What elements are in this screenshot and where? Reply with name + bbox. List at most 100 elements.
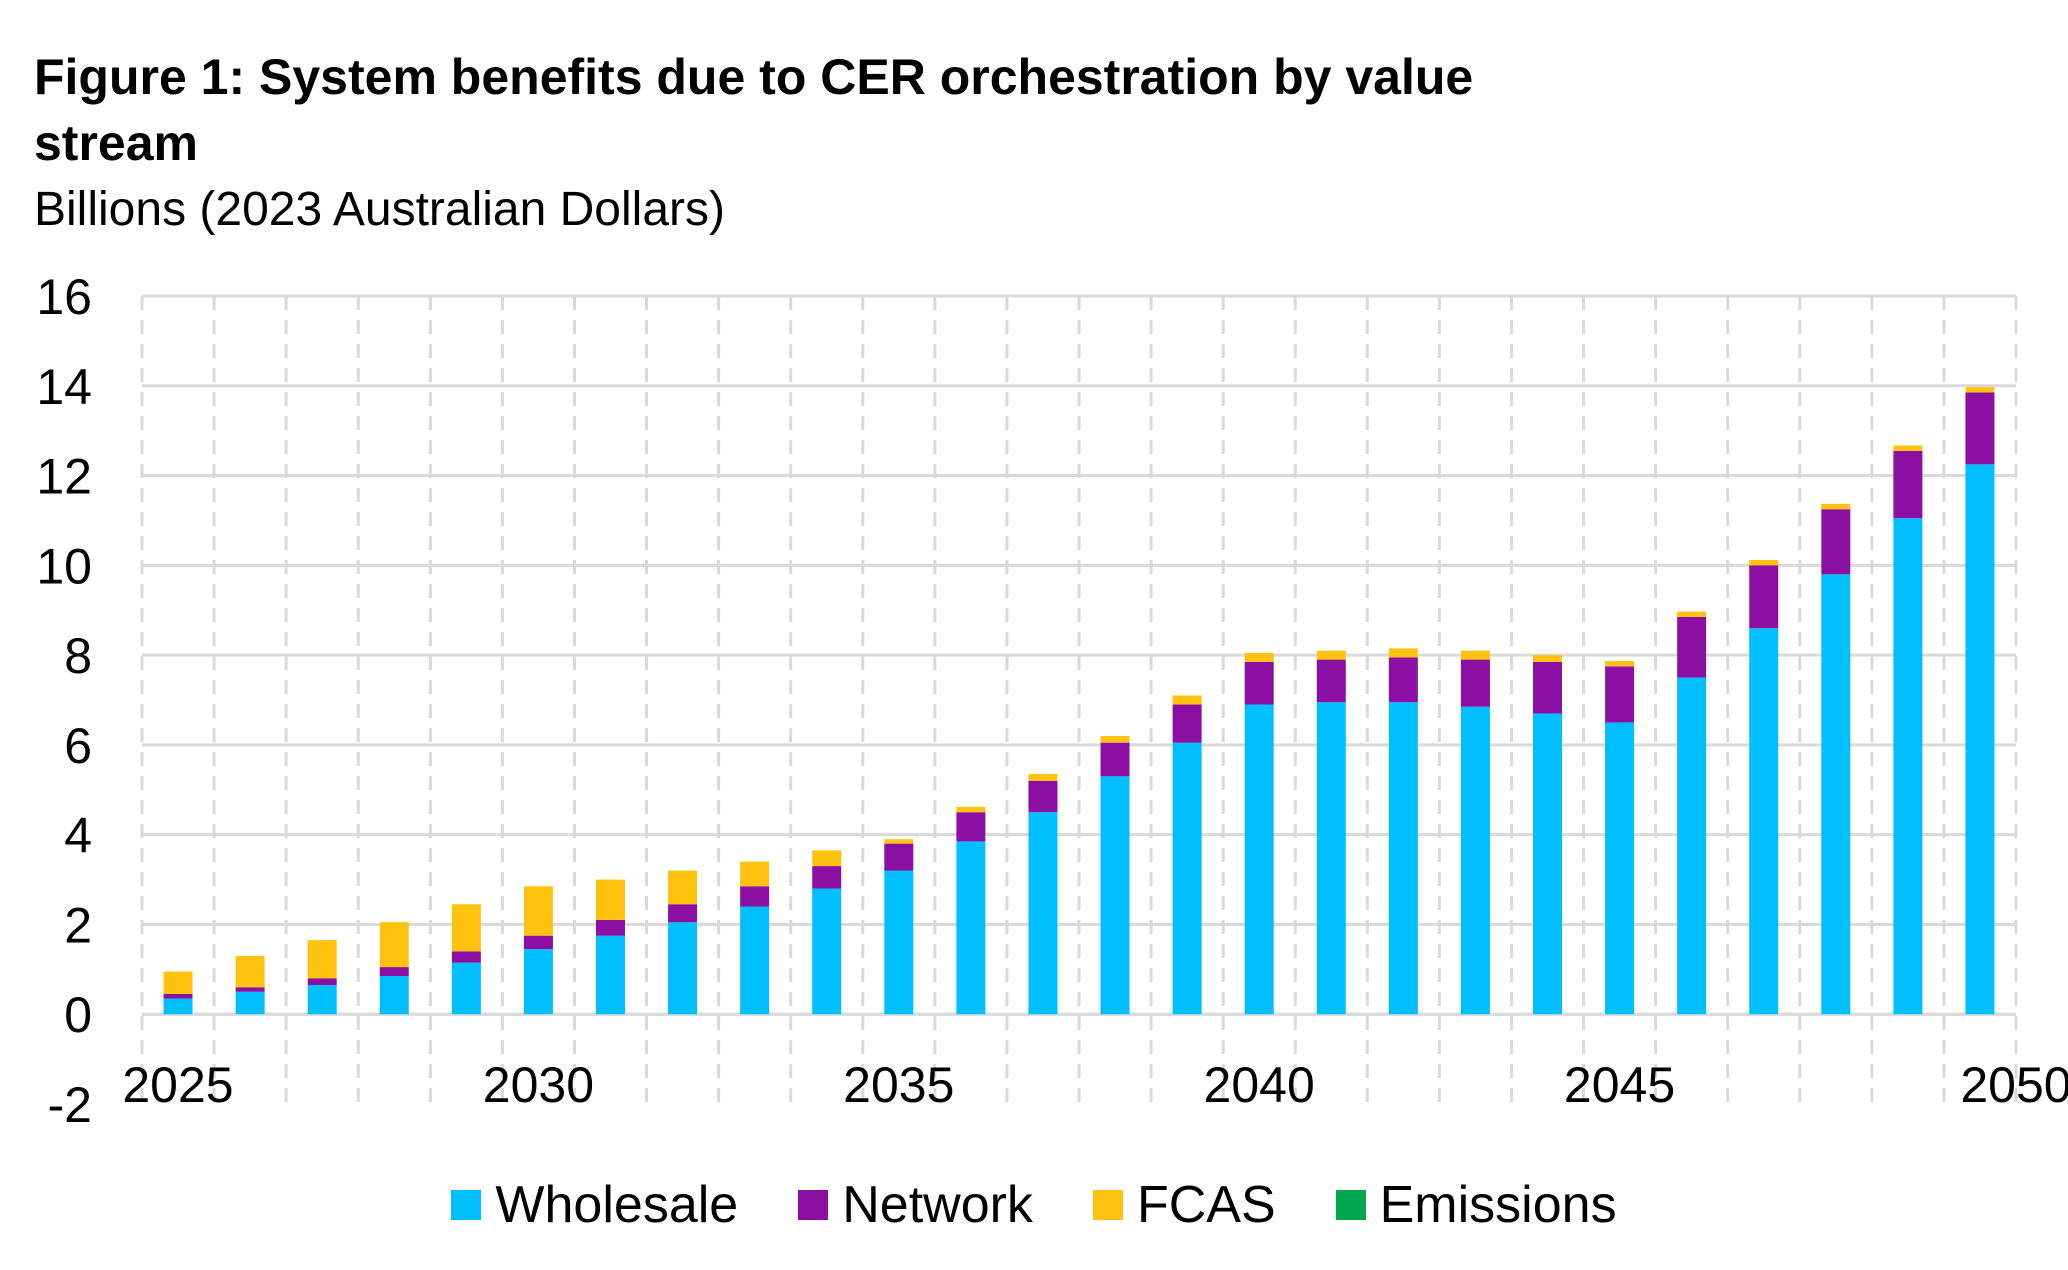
bar-fcas-2028 [379,922,409,968]
bar-fcas-2033 [740,861,770,887]
bar-fcas-2045 [1605,660,1635,667]
bar-fcas-2039 [1172,695,1202,705]
bar-network-2038 [1100,742,1130,777]
y-tick-label: 16 [36,269,92,325]
legend-label: FCAS [1136,1176,1276,1234]
y-tick-label: 4 [64,808,92,864]
y-tick-label: 6 [64,718,92,774]
bar-fcas-2047 [1749,559,1779,566]
legend-item-emissions: Emissions [1335,1175,1617,1235]
y-tick-label: 14 [36,359,92,415]
bar-wholesale-2032 [668,922,698,1015]
bar-network-2042 [1388,657,1418,703]
bar-wholesale-2050 [1965,464,1995,1015]
bar-network-2026 [235,987,265,992]
bar-fcas-2044 [1533,655,1562,662]
x-tick-label: 2030 [483,1057,594,1113]
bar-wholesale-2040 [1244,704,1274,1015]
legend-swatch [451,1190,482,1220]
bar-wholesale-2029 [451,962,481,1015]
bar-fcas-2042 [1388,648,1418,658]
bar-fcas-2037 [1028,774,1058,781]
bar-fcas-2050 [1965,387,1995,393]
bar-wholesale-2033 [740,906,770,1015]
bar-wholesale-2043 [1460,706,1490,1015]
bar-wholesale-2031 [596,935,625,1015]
bar-network-2027 [307,978,337,986]
y-tick-label: -2 [48,1077,92,1133]
bar-network-2040 [1244,661,1274,705]
bar-network-2032 [668,904,698,923]
x-tick-label: 2045 [1564,1057,1675,1113]
bar-fcas-2043 [1460,650,1490,660]
x-tick-label: 2025 [122,1057,233,1113]
bar-network-2035 [884,843,914,871]
bar-wholesale-2044 [1533,713,1562,1015]
bar-network-2030 [523,935,553,950]
bar-wholesale-2030 [523,949,553,1015]
bar-fcas-2038 [1100,735,1130,743]
bar-wholesale-2027 [307,985,337,1015]
bar-wholesale-2047 [1749,628,1779,1015]
bar-wholesale-2046 [1677,677,1707,1015]
bar-wholesale-2038 [1100,776,1130,1015]
bar-network-2033 [740,886,770,907]
x-tick-label: 2040 [1204,1057,1315,1113]
bar-wholesale-2041 [1316,702,1346,1015]
bar-fcas-2048 [1821,503,1851,510]
bar-fcas-2034 [812,850,842,867]
bar-network-2044 [1533,661,1562,714]
bar-network-2043 [1460,659,1490,707]
legend-label: Wholesale [495,1176,739,1234]
bar-network-2041 [1316,659,1346,703]
bar-fcas-2041 [1316,650,1346,660]
bar-fcas-2026 [235,955,265,988]
bar-network-2036 [956,812,986,842]
bar-fcas-2032 [668,870,698,905]
bar-wholesale-2034 [812,888,842,1015]
legend-item-network: Network [798,1175,1033,1235]
bar-wholesale-2035 [884,870,914,1015]
x-tick-label: 2035 [843,1057,954,1113]
bar-network-2050 [1965,392,1995,465]
bar-network-2039 [1172,704,1202,743]
bar-wholesale-2039 [1172,742,1202,1015]
legend-item-fcas: FCAS [1092,1175,1276,1235]
bar-fcas-2036 [956,806,986,813]
bar-fcas-2040 [1244,652,1274,662]
y-tick-label: 10 [36,538,92,594]
y-tick-label: 12 [36,449,92,505]
bar-wholesale-2045 [1605,722,1635,1015]
bar-network-2048 [1821,509,1851,575]
legend-item-wholesale: Wholesale [451,1175,738,1235]
chart-title: Figure 1: System benefits due to CER orc… [34,49,1474,171]
legend-swatch [1335,1190,1366,1220]
bar-wholesale-2042 [1388,702,1418,1015]
bar-network-2046 [1677,616,1707,678]
legend-swatch [798,1190,829,1220]
bar-fcas-2046 [1677,611,1707,617]
bar-network-2037 [1028,780,1058,813]
bar-wholesale-2026 [235,991,265,1015]
chart-legend: Wholesale Network FCAS Emissions [0,1170,2068,1240]
bar-fcas-2031 [596,879,625,920]
bar-network-2049 [1893,450,1923,519]
bar-fcas-2049 [1893,445,1923,451]
bar-fcas-2035 [884,839,914,844]
bar-network-2045 [1605,666,1635,723]
bar-wholesale-2025 [163,998,193,1015]
y-tick-label: 2 [64,897,92,953]
bar-network-2031 [596,919,625,936]
bar-network-2047 [1749,565,1779,629]
chart-subtitle: Billions (2023 Australian Dollars) [34,183,725,236]
legend-label: Emissions [1379,1176,1617,1234]
bar-fcas-2025 [163,971,193,995]
bar-wholesale-2037 [1028,812,1058,1015]
bar-network-2034 [812,866,842,889]
legend-label: Network [842,1176,1033,1234]
y-tick-label: 0 [64,987,92,1043]
bar-fcas-2030 [523,886,553,936]
bar-wholesale-2049 [1893,518,1923,1015]
bar-wholesale-2048 [1821,574,1851,1015]
